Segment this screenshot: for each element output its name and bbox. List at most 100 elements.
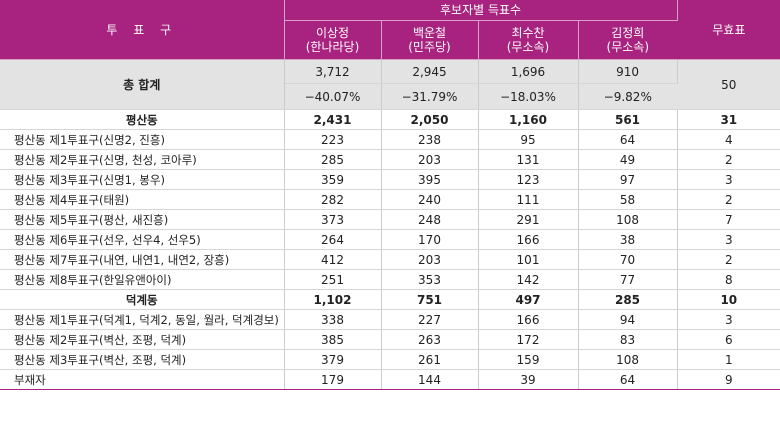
precinct-name-cell: 평산동: [0, 109, 285, 130]
total-pct-cell: −9.82%: [578, 83, 678, 110]
precinct-column-header: 투 표 구: [0, 0, 285, 60]
votes-cell: 373: [284, 209, 382, 230]
votes-cell: 385: [284, 329, 382, 350]
votes-cell: 166: [478, 309, 579, 330]
votes-cell: 395: [381, 169, 479, 190]
total-votes-cell: 2,945: [381, 59, 479, 84]
votes-cell: 159: [478, 349, 579, 370]
precinct-name-cell: 평산동 제2투표구(신명, 천성, 코아루): [0, 149, 285, 170]
votes-cell: 95: [478, 129, 579, 150]
precinct-name-cell: 평산동 제3투표구(벽산, 조평, 덕계): [0, 349, 285, 370]
votes-cell: 101: [478, 249, 579, 270]
votes-cell: 1,160: [478, 109, 579, 130]
precinct-name-cell: 평산동 제1투표구(신명2, 진흥): [0, 129, 285, 150]
votes-cell: 38: [578, 229, 678, 250]
votes-cell: 131: [478, 149, 579, 170]
votes-cell: 170: [381, 229, 479, 250]
votes-cell: 2,431: [284, 109, 382, 130]
votes-cell: 1,102: [284, 289, 382, 310]
total-row: 총 합계 3,712 2,945 1,696 910 50: [0, 59, 780, 110]
invalid-cell: 2: [677, 189, 780, 210]
votes-cell: 172: [478, 329, 579, 350]
invalid-cell: 31: [677, 109, 780, 130]
invalid-cell: 6: [677, 329, 780, 350]
total-pct-cell: −18.03%: [478, 83, 579, 110]
votes-cell: 39: [478, 369, 579, 390]
total-pct-cell: −31.79%: [381, 83, 479, 110]
votes-cell: 751: [381, 289, 479, 310]
votes-cell: 111: [478, 189, 579, 210]
votes-cell: 561: [578, 109, 678, 130]
votes-cell: 338: [284, 309, 382, 330]
table-row: 평산동 제1투표구(신명2, 진흥) 223 238 95 64 4: [0, 129, 780, 150]
invalid-cell: 9: [677, 369, 780, 390]
vote-results-table: 투 표 구 후보자별 득표수 무효표 이상정 (한나라당) 백운철 (민주당) 최수…: [0, 0, 780, 390]
invalid-cell: 7: [677, 209, 780, 230]
total-pct-row: −40.07% −31.79% −18.03% −9.82%: [0, 83, 780, 110]
invalid-cell: 3: [677, 169, 780, 190]
votes-cell: 240: [381, 189, 479, 210]
votes-cell: 97: [578, 169, 678, 190]
table-row: 평산동 제4투표구(태원) 282 240 111 58 2: [0, 189, 780, 210]
votes-cell: 203: [381, 249, 479, 270]
votes-cell: 108: [578, 209, 678, 230]
invalid-cell: 2: [677, 249, 780, 270]
votes-cell: 83: [578, 329, 678, 350]
table-row: 평산동 제8투표구(한일유앤아이) 251 353 142 77 8: [0, 269, 780, 290]
candidate-header: 김정희 (무소속): [578, 20, 678, 60]
invalid-cell: 8: [677, 269, 780, 290]
total-votes-cell: 3,712: [284, 59, 382, 84]
votes-cell: 285: [578, 289, 678, 310]
invalid-cell: 3: [677, 229, 780, 250]
votes-cell: 166: [478, 229, 579, 250]
precinct-name-cell: 평산동 제4투표구(태원): [0, 189, 285, 210]
votes-cell: 64: [578, 129, 678, 150]
votes-cell: 353: [381, 269, 479, 290]
candidate-header: 최수찬 (무소속): [478, 20, 579, 60]
votes-cell: 64: [578, 369, 678, 390]
district-subtotal-row: 평산동 2,431 2,050 1,160 561 31: [0, 109, 780, 130]
votes-cell: 379: [284, 349, 382, 370]
precinct-name-cell: 평산동 제2투표구(벽산, 조평, 덕계): [0, 329, 285, 350]
candidate-group-header: 후보자별 득표수: [284, 0, 678, 21]
votes-cell: 179: [284, 369, 382, 390]
invalid-cell: 4: [677, 129, 780, 150]
votes-cell: 223: [284, 129, 382, 150]
invalid-cell: 1: [677, 349, 780, 370]
table-body: 총 합계 3,712 2,945 1,696 910 50 −40.07% −3…: [0, 59, 780, 390]
candidate-header: 이상정 (한나라당): [284, 20, 382, 60]
votes-cell: 227: [381, 309, 479, 330]
total-votes-cell: 1,696: [478, 59, 579, 84]
votes-cell: 264: [284, 229, 382, 250]
votes-cell: 142: [478, 269, 579, 290]
district-subtotal-row: 덕계동 1,102 751 497 285 10: [0, 289, 780, 310]
votes-cell: 58: [578, 189, 678, 210]
precinct-name-cell: 덕계동: [0, 289, 285, 310]
votes-cell: 238: [381, 129, 479, 150]
total-label: 총 합계: [0, 59, 285, 110]
precinct-name-cell: 부재자: [0, 369, 285, 390]
votes-cell: 251: [284, 269, 382, 290]
invalid-cell: 3: [677, 309, 780, 330]
votes-cell: 412: [284, 249, 382, 270]
table-header: 투 표 구 후보자별 득표수 무효표 이상정 (한나라당) 백운철 (민주당) 최수…: [0, 0, 780, 60]
candidate-header: 백운철 (민주당): [381, 20, 479, 60]
table-row: 평산동 제1투표구(덕계1, 덕계2, 동일, 월라, 덕계경보) 338 227 1…: [0, 309, 780, 330]
votes-cell: 203: [381, 149, 479, 170]
precinct-name-cell: 평산동 제1투표구(덕계1, 덕계2, 동일, 월라, 덕계경보): [0, 309, 285, 330]
votes-cell: 70: [578, 249, 678, 270]
table-row: 평산동 제6투표구(선우, 선우4, 선우5) 264 170 166 38 3: [0, 229, 780, 250]
table-row: 평산동 제3투표구(신명1, 봉우) 359 395 123 97 3: [0, 169, 780, 190]
table-row: 평산동 제5투표구(평산, 새진흥) 373 248 291 108 7: [0, 209, 780, 230]
votes-cell: 263: [381, 329, 479, 350]
votes-cell: 123: [478, 169, 579, 190]
invalid-column-header: 무효표: [677, 0, 780, 60]
table-row: 평산동 제3투표구(벽산, 조평, 덕계) 379 261 159 108 1: [0, 349, 780, 370]
votes-cell: 261: [381, 349, 479, 370]
table-row: 평산동 제2투표구(신명, 천성, 코아루) 285 203 131 49 2: [0, 149, 780, 170]
votes-cell: 49: [578, 149, 678, 170]
total-invalid-cell: 50: [677, 59, 780, 110]
votes-cell: 2,050: [381, 109, 479, 130]
votes-cell: 248: [381, 209, 479, 230]
votes-cell: 282: [284, 189, 382, 210]
